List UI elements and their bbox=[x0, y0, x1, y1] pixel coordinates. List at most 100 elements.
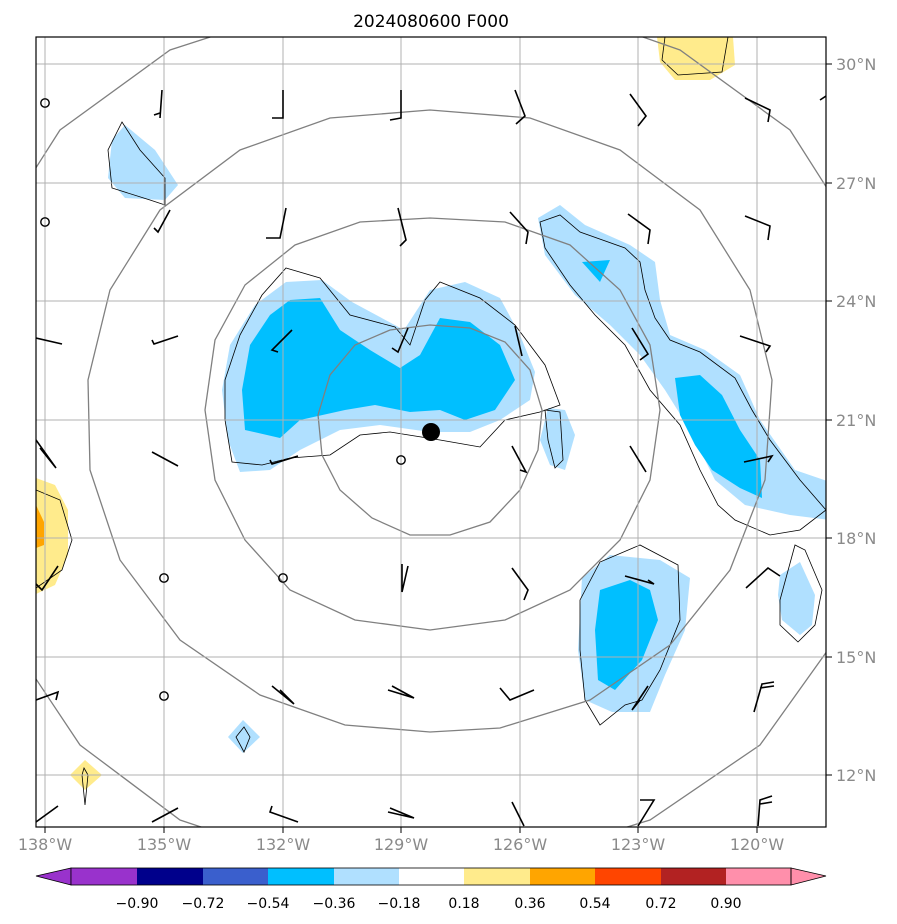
colorbar-bin bbox=[203, 868, 268, 885]
storm-center-marker bbox=[422, 423, 440, 441]
ring-3 bbox=[87, 109, 773, 733]
wind-barb bbox=[743, 454, 774, 463]
shade-ne-band-dark-small bbox=[582, 260, 610, 282]
colorbar-over-arrow bbox=[790, 867, 827, 886]
wind-barb bbox=[631, 685, 649, 711]
shade-south-small bbox=[228, 720, 260, 753]
colorbar-bin bbox=[137, 868, 203, 885]
figure-title: 2024080600 F000 bbox=[353, 12, 509, 32]
map-panel: 30°N 27°N 24°N 21°N 18°N 15°N 12°N 138°W… bbox=[18, 36, 876, 854]
colorbar-bin bbox=[71, 868, 137, 885]
wind-barb bbox=[629, 445, 647, 473]
wind-barb bbox=[36, 565, 59, 592]
wind-barb bbox=[271, 685, 295, 705]
wind-barb bbox=[272, 90, 284, 119]
wind-barb bbox=[511, 445, 528, 474]
wind-barb bbox=[153, 89, 163, 119]
range-rings bbox=[36, 37, 826, 827]
colorbar-bin bbox=[726, 868, 791, 885]
shade-top-yellow bbox=[657, 37, 735, 80]
lon-ticks bbox=[44, 827, 758, 833]
lon-label: 123°W bbox=[611, 835, 666, 854]
lat-label: 21°N bbox=[836, 411, 876, 430]
colorbar-tick-label: −0.54 bbox=[247, 896, 290, 912]
calm-circle bbox=[278, 573, 288, 583]
map-frame bbox=[35, 36, 827, 828]
colorbar-bin bbox=[399, 868, 464, 885]
shade-left-orange bbox=[36, 505, 44, 548]
wind-barb bbox=[391, 327, 409, 354]
wind-barb bbox=[387, 807, 415, 819]
wind-barb bbox=[753, 681, 775, 713]
lat-label: 30°N bbox=[836, 55, 876, 74]
colorbar-under-arrow bbox=[35, 867, 72, 886]
wind-barb bbox=[387, 685, 415, 699]
wind-barb bbox=[509, 211, 529, 245]
wind-barb bbox=[270, 329, 293, 353]
calm-circle bbox=[40, 98, 50, 108]
shade-ne-band-light bbox=[538, 205, 826, 520]
wind-barb bbox=[268, 805, 299, 823]
shade-right-small bbox=[778, 562, 815, 635]
colorbar-frame bbox=[70, 867, 792, 886]
wind-barb bbox=[514, 89, 526, 125]
shade-se-blob-dark bbox=[595, 580, 658, 690]
wind-barb bbox=[401, 564, 409, 593]
wind-barb bbox=[745, 566, 781, 589]
wind-barb bbox=[511, 567, 529, 601]
wind-barb bbox=[624, 575, 655, 585]
wind-barb bbox=[151, 451, 179, 467]
wind-barb bbox=[819, 95, 826, 101]
wind-barb bbox=[511, 801, 525, 827]
lon-label: 120°W bbox=[730, 835, 785, 854]
wind-barb bbox=[151, 335, 179, 345]
wind-barb bbox=[499, 687, 535, 701]
wind-barb bbox=[36, 805, 59, 823]
calm-circle bbox=[40, 217, 50, 227]
lon-label: 132°W bbox=[256, 835, 311, 854]
lon-label: 138°W bbox=[18, 835, 73, 854]
wind-barb bbox=[266, 207, 287, 239]
wind-barb bbox=[153, 209, 171, 234]
lon-label: 129°W bbox=[374, 835, 429, 854]
colorbar-tick-label: −0.18 bbox=[378, 896, 421, 912]
graticule bbox=[36, 37, 826, 827]
lat-ticks bbox=[826, 63, 832, 776]
wind-barb bbox=[389, 90, 402, 121]
lat-label: 27°N bbox=[836, 174, 876, 193]
colorbar-tick-label: −0.36 bbox=[313, 896, 356, 912]
wind-barb bbox=[631, 327, 650, 361]
lon-labels: 138°W 135°W 132°W 129°W 126°W 123°W 120°… bbox=[18, 835, 785, 854]
colorbar-tick-label: 0.72 bbox=[645, 896, 676, 912]
colorbar-tick-label: −0.72 bbox=[182, 896, 225, 912]
shade-central-dark bbox=[242, 298, 515, 438]
colorbar: −0.90 −0.72 −0.54 −0.36 −0.18 0.18 0.36 … bbox=[35, 867, 827, 912]
calm-circle bbox=[159, 573, 169, 583]
wind-barb bbox=[514, 325, 523, 357]
wind-barb bbox=[629, 93, 648, 127]
shade-nw-blob bbox=[108, 125, 178, 200]
wind-barb bbox=[397, 207, 407, 247]
colorbar-labels: −0.90 −0.72 −0.54 −0.36 −0.18 0.18 0.36 … bbox=[116, 896, 742, 912]
shade-ne-band-dark bbox=[675, 375, 762, 498]
wind-barb bbox=[757, 795, 773, 827]
colorbar-bin bbox=[334, 868, 399, 885]
lat-label: 12°N bbox=[836, 766, 876, 785]
wind-barb bbox=[637, 799, 656, 827]
lat-label: 15°N bbox=[836, 648, 876, 667]
colorbar-bin bbox=[464, 868, 530, 885]
colorbar-tick-label: −0.90 bbox=[116, 896, 159, 912]
contour-lines bbox=[36, 37, 826, 806]
lon-label: 126°W bbox=[493, 835, 548, 854]
lat-labels: 30°N 27°N 24°N 21°N 18°N 15°N 12°N bbox=[836, 55, 876, 785]
ring-1 bbox=[317, 324, 543, 536]
colorbar-tick-label: 0.90 bbox=[710, 896, 741, 912]
wind-barb bbox=[36, 439, 57, 469]
colorbar-tick-label: 0.18 bbox=[448, 896, 479, 912]
shade-left-yellow bbox=[36, 478, 68, 594]
colorbar-tick-label: 0.36 bbox=[514, 896, 545, 912]
colorbar-bin bbox=[268, 868, 334, 885]
wind-barb bbox=[151, 807, 179, 823]
wind-barbs bbox=[36, 89, 826, 827]
